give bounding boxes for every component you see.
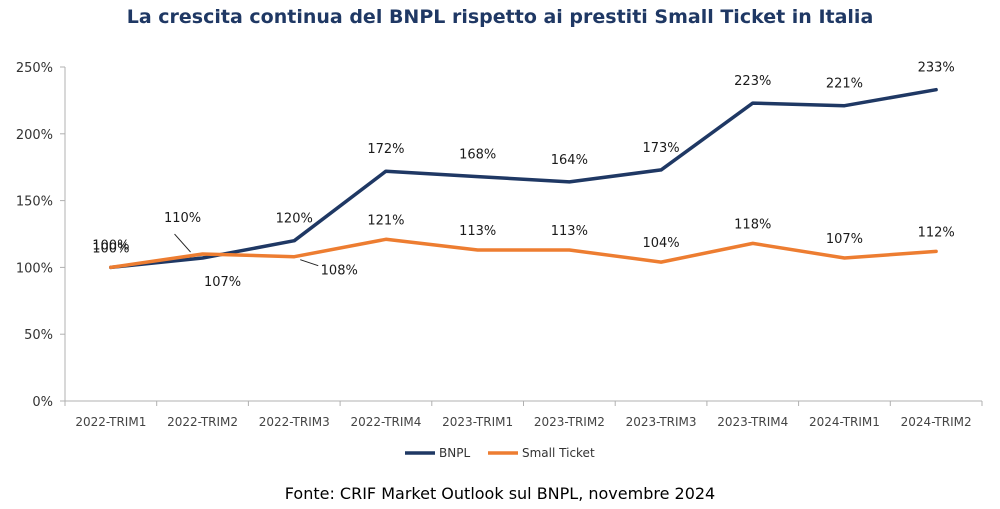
small-ticket-data-label: 121% (367, 213, 404, 228)
chart-title: La crescita continua del BNPL rispetto a… (126, 6, 874, 28)
x-tick-label: 2023-TRIM4 (717, 415, 788, 429)
x-tick-label: 2023-TRIM3 (626, 415, 697, 429)
legend-label: Small Ticket (522, 446, 595, 460)
small-ticket-data-label: 107% (826, 232, 863, 247)
small-ticket-data-label: 108% (321, 264, 358, 279)
source-note: Fonte: CRIF Market Outlook sul BNPL, nov… (284, 484, 716, 503)
line-chart: 0% 50% 100% 150% 200% 250% 2022-TRIM1 2022-TRIM… (16, 61, 983, 460)
y-tick-label: 200% (16, 128, 53, 143)
bnpl-data-label: 173% (642, 141, 679, 156)
leader-line (174, 233, 191, 253)
x-tick-label: 2024-TRIM2 (901, 415, 972, 429)
bnpl-data-label: 172% (367, 142, 404, 157)
small-ticket-data-label: 118% (734, 217, 771, 232)
x-tick-label: 2024-TRIM1 (809, 415, 880, 429)
legend: BNPL Small Ticket (405, 446, 595, 460)
y-tick-label: 0% (32, 395, 53, 410)
series-line-bnpl (109, 87, 938, 270)
small-ticket-data-label: 113% (551, 224, 588, 239)
bnpl-data-label: 164% (551, 153, 588, 168)
series-lines (109, 87, 938, 270)
axes: 0% 50% 100% 150% 200% 250% 2022-TRIM1 2022-TRIM… (16, 61, 983, 429)
small-ticket-data-label: 113% (459, 224, 496, 239)
x-tick-label: 2023-TRIM1 (442, 415, 513, 429)
bnpl-data-label: 107% (204, 275, 241, 290)
small-ticket-data-label: 110% (164, 211, 201, 226)
y-tick-label: 100% (16, 261, 53, 276)
small-ticket-data-label: 100% (92, 241, 129, 256)
bnpl-data-label: 120% (276, 212, 313, 227)
legend-label: BNPL (439, 446, 470, 460)
y-tick-label: 50% (24, 328, 53, 343)
small-ticket-data-label: 104% (642, 236, 679, 251)
series-line-small-ticket (109, 237, 938, 270)
x-tick-label: 2022-TRIM3 (259, 415, 330, 429)
y-tick-label: 250% (16, 61, 53, 76)
bnpl-data-label: 221% (826, 77, 863, 92)
small-ticket-data-label: 112% (918, 225, 955, 240)
data-labels: 100% 107% 120% 172% 168% 164% 173% 223% 221% 233%… (92, 61, 954, 290)
y-tick-label: 150% (16, 195, 53, 210)
bnpl-data-label: 168% (459, 148, 496, 163)
x-tick-label: 2022-TRIM4 (350, 415, 421, 429)
x-tick-label: 2023-TRIM2 (534, 415, 605, 429)
leader-line (300, 259, 319, 267)
x-tick-label: 2022-TRIM1 (75, 415, 146, 429)
bnpl-data-label: 233% (918, 61, 955, 76)
bnpl-data-label: 223% (734, 74, 771, 89)
x-tick-label: 2022-TRIM2 (167, 415, 238, 429)
bnpl-data-label: 100% (92, 238, 129, 253)
